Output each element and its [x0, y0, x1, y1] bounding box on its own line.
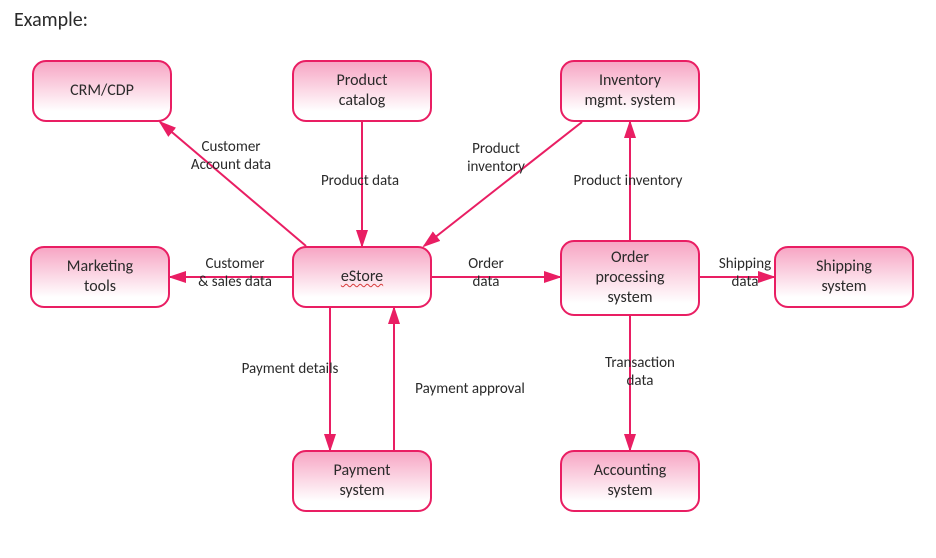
- edge-label: Shipping data: [702, 255, 788, 291]
- edge-label: Customer Account data: [166, 138, 296, 174]
- edge-label: Product inventory: [446, 140, 546, 176]
- node-shipping: Shipping system: [774, 246, 914, 308]
- diagram-canvas: { "title": { "text": "Example:", "x": 14…: [0, 0, 936, 558]
- node-marketing: Marketing tools: [30, 246, 170, 308]
- node-inventory: Inventory mgmt. system: [560, 60, 700, 122]
- node-ops: Order processing system: [560, 240, 700, 316]
- edge-label: Payment details: [220, 360, 360, 378]
- edge-label: Product inventory: [548, 172, 708, 190]
- node-estore: eStore: [292, 246, 432, 308]
- edge-label: Customer & sales data: [176, 255, 294, 291]
- edge-label: Product data: [300, 172, 420, 190]
- node-accounting: Accounting system: [560, 450, 700, 512]
- node-catalog: Product catalog: [292, 60, 432, 122]
- node-crm: CRM/CDP: [32, 60, 172, 122]
- edge-label: Payment approval: [390, 380, 550, 398]
- page-title: Example:: [14, 8, 88, 32]
- edge-label: Order data: [446, 255, 526, 291]
- node-payment: Payment system: [292, 450, 432, 512]
- edge-label: Transaction data: [580, 354, 700, 390]
